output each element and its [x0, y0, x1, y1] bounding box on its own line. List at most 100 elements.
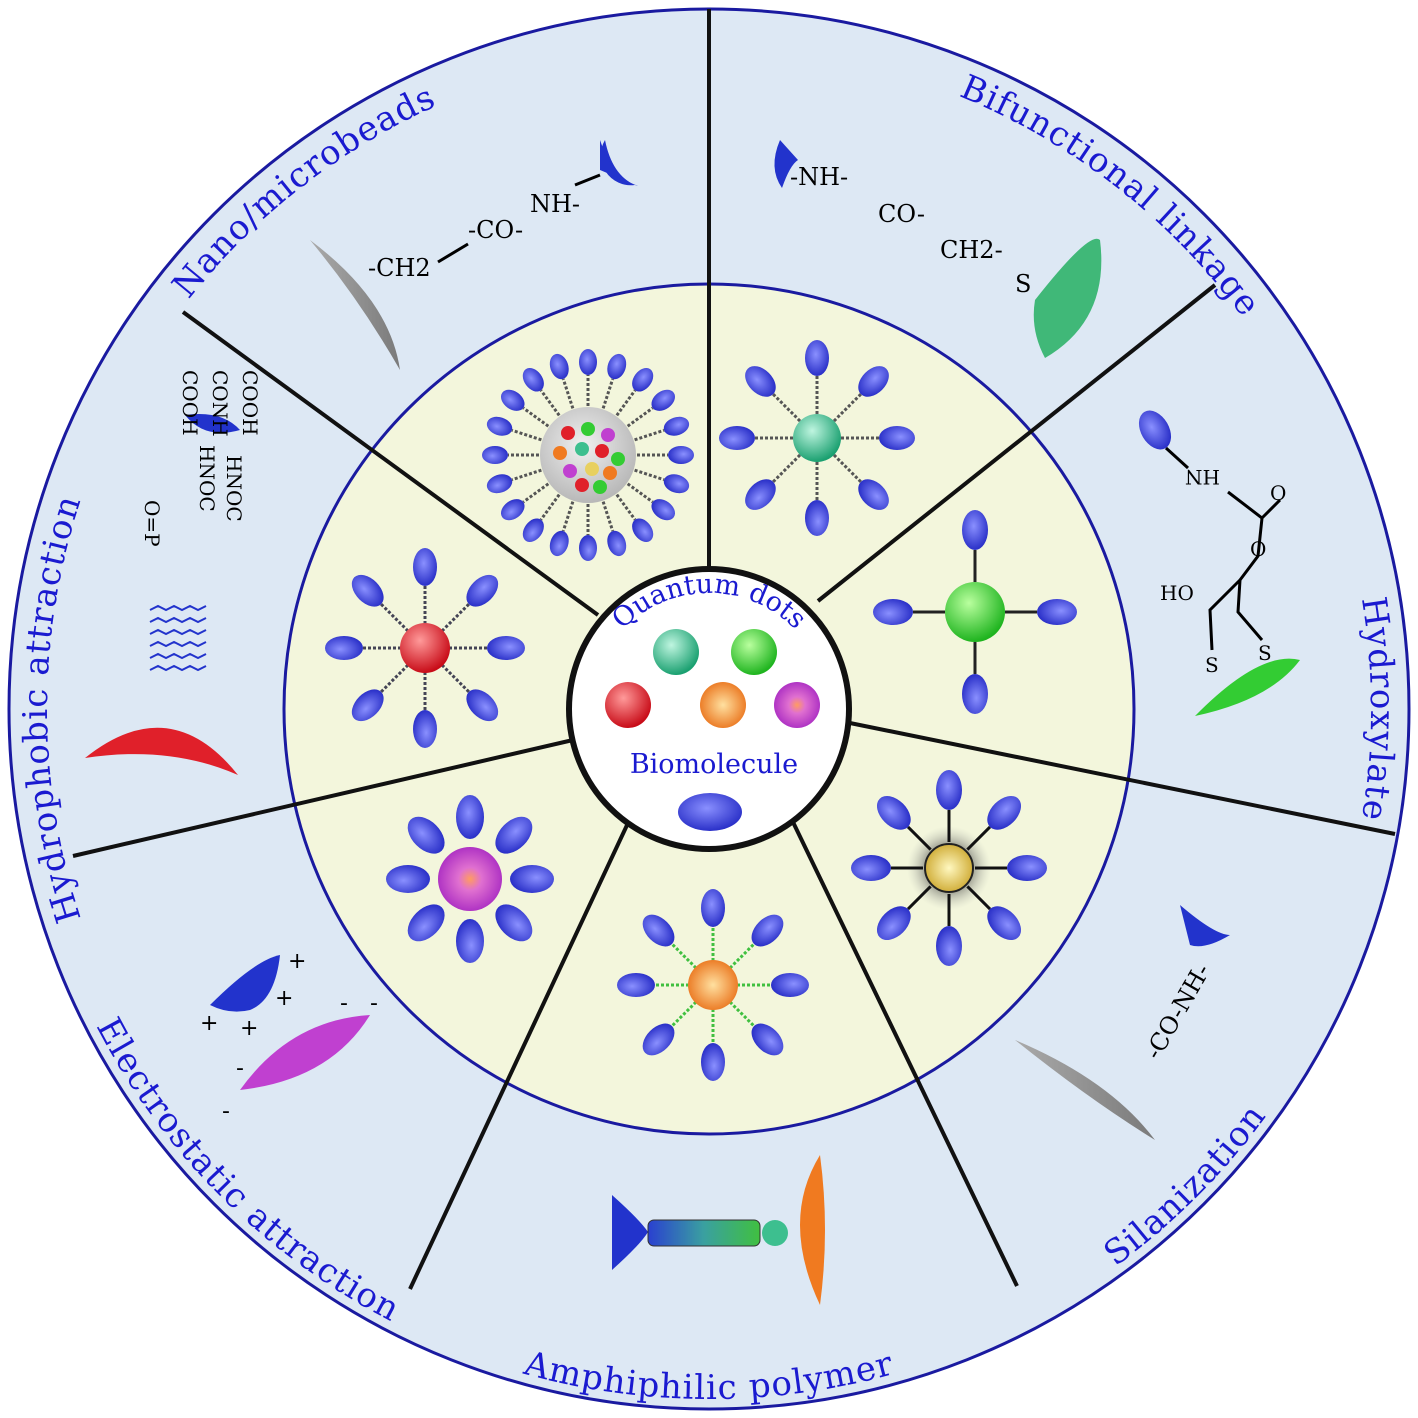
- linker: [612, 489, 637, 521]
- qd-red-conjugate: [400, 623, 450, 673]
- biomolecule-icon: [858, 479, 889, 510]
- chem-op: O=P: [140, 500, 164, 547]
- biomolecule-icon: [936, 770, 962, 810]
- biomolecule-icon: [510, 865, 554, 893]
- biomolecule-icon: [486, 474, 513, 494]
- biomolecule-icon: [522, 518, 544, 543]
- biomolecule-icon: [851, 855, 891, 881]
- segment-electrostatic-illustration: + + + + - - - -: [200, 949, 378, 1124]
- chem-hnoc-1: HNOC: [195, 445, 219, 512]
- qd-dot: [581, 422, 595, 436]
- minus-2: -: [370, 991, 378, 1016]
- qd-dot: [593, 480, 607, 494]
- biomolecule-icon: [500, 499, 525, 521]
- chem-conh: CONH: [208, 370, 232, 437]
- biomolecule-icon: [651, 499, 676, 521]
- biomolecule-icon: [407, 816, 445, 854]
- chem-o: O: [1250, 537, 1266, 561]
- biomolecule-icon: [617, 973, 655, 997]
- qd-dot: [603, 466, 617, 480]
- biomolecule-icon: [771, 973, 809, 997]
- biomolecule-icon: [413, 548, 437, 586]
- biomolecule-icon: [466, 574, 499, 607]
- biomolecule-icon: [962, 674, 988, 714]
- chem-ho: HO: [1160, 581, 1194, 605]
- biomolecule-icon: [456, 919, 484, 963]
- chem-ch2: -CH2: [368, 254, 431, 282]
- segment-dividers: [72, 9, 1396, 1290]
- biomolecule-icon: [351, 574, 384, 607]
- qd-dot: [575, 478, 589, 492]
- qd-yellow-conjugate: [924, 843, 974, 893]
- linker: [629, 428, 665, 443]
- biomolecule-icon: [495, 904, 533, 942]
- linker: [612, 389, 637, 421]
- chem-s2: S: [1258, 641, 1272, 665]
- linker: [522, 406, 554, 431]
- biomolecule-icon: [632, 367, 654, 392]
- biomolecule-icon: [805, 340, 829, 376]
- linker: [728, 1000, 756, 1028]
- plus-2: +: [275, 986, 293, 1011]
- linker: [600, 378, 615, 414]
- linker: [772, 393, 802, 423]
- segment-hydrophobic-chemistry: O=P HNOC HNOC COOH CONH COOH: [85, 370, 262, 775]
- minus-4: -: [222, 1099, 230, 1124]
- center-subtitle: Biomolecule: [630, 749, 798, 780]
- biomolecule-icon: [466, 689, 499, 722]
- biomolecule-icon: [1037, 599, 1077, 625]
- linker: [728, 942, 756, 970]
- biomolecule-icon: [500, 389, 525, 411]
- qd-dot: [601, 428, 615, 442]
- qd-dot: [575, 442, 589, 456]
- qd-red: [605, 682, 651, 728]
- biomolecule-icon: [607, 530, 627, 557]
- minus-1: -: [340, 991, 348, 1016]
- biomolecule-icon: [495, 816, 533, 854]
- linker: [622, 479, 654, 504]
- chem-hnoc-2: HNOC: [222, 455, 246, 522]
- qd-dot: [553, 446, 567, 460]
- biomolecule-icon: [386, 865, 430, 893]
- qd-dot: [611, 452, 625, 466]
- biomolecule-icon: [642, 914, 675, 947]
- plus-3: +: [240, 1016, 258, 1041]
- biomolecule-icon: [701, 1043, 725, 1081]
- linker: [966, 825, 992, 851]
- chem-co: CO-: [878, 200, 925, 228]
- biomolecule-icon: [642, 1023, 675, 1056]
- chem-nh: -NH-: [790, 163, 848, 191]
- biomolecule-icon: [987, 795, 1022, 830]
- biomolecule-icon: [579, 535, 597, 561]
- qd-purple-conjugate: [438, 847, 502, 911]
- linker: [670, 1000, 698, 1028]
- qd-teal: [653, 629, 699, 675]
- biomolecule-icon: [486, 416, 513, 436]
- biomolecule-icon: [719, 426, 755, 450]
- linker: [380, 603, 410, 633]
- biomolecule-icon: [745, 366, 776, 397]
- biomolecule-icon: [607, 353, 627, 380]
- linker: [772, 453, 802, 483]
- chem-cooh-2: COOH: [238, 370, 262, 436]
- qd-purple: [774, 682, 820, 728]
- linker: [511, 428, 547, 443]
- biomolecule-icon: [668, 446, 694, 464]
- qd-dot: [561, 426, 575, 440]
- linker: [561, 496, 576, 532]
- linker: [440, 603, 470, 633]
- biomolecule-icon: [751, 914, 784, 947]
- biomolecule-icon: [745, 479, 776, 510]
- segment-hydroxylate-chemistry: HN O O HO S S: [1138, 410, 1300, 716]
- linker: [622, 406, 654, 431]
- biomolecule-icon: [751, 1023, 784, 1056]
- biomolecule-icon: [879, 426, 915, 450]
- biomolecule-icon: [407, 904, 445, 942]
- biomolecule-icon: [936, 926, 962, 966]
- chem-co: -CO-: [468, 216, 523, 244]
- qd-green: [731, 629, 777, 675]
- linker: [670, 942, 698, 970]
- biomolecule-icon: [456, 795, 484, 839]
- linker: [539, 389, 564, 421]
- biomolecule-icon: [549, 353, 569, 380]
